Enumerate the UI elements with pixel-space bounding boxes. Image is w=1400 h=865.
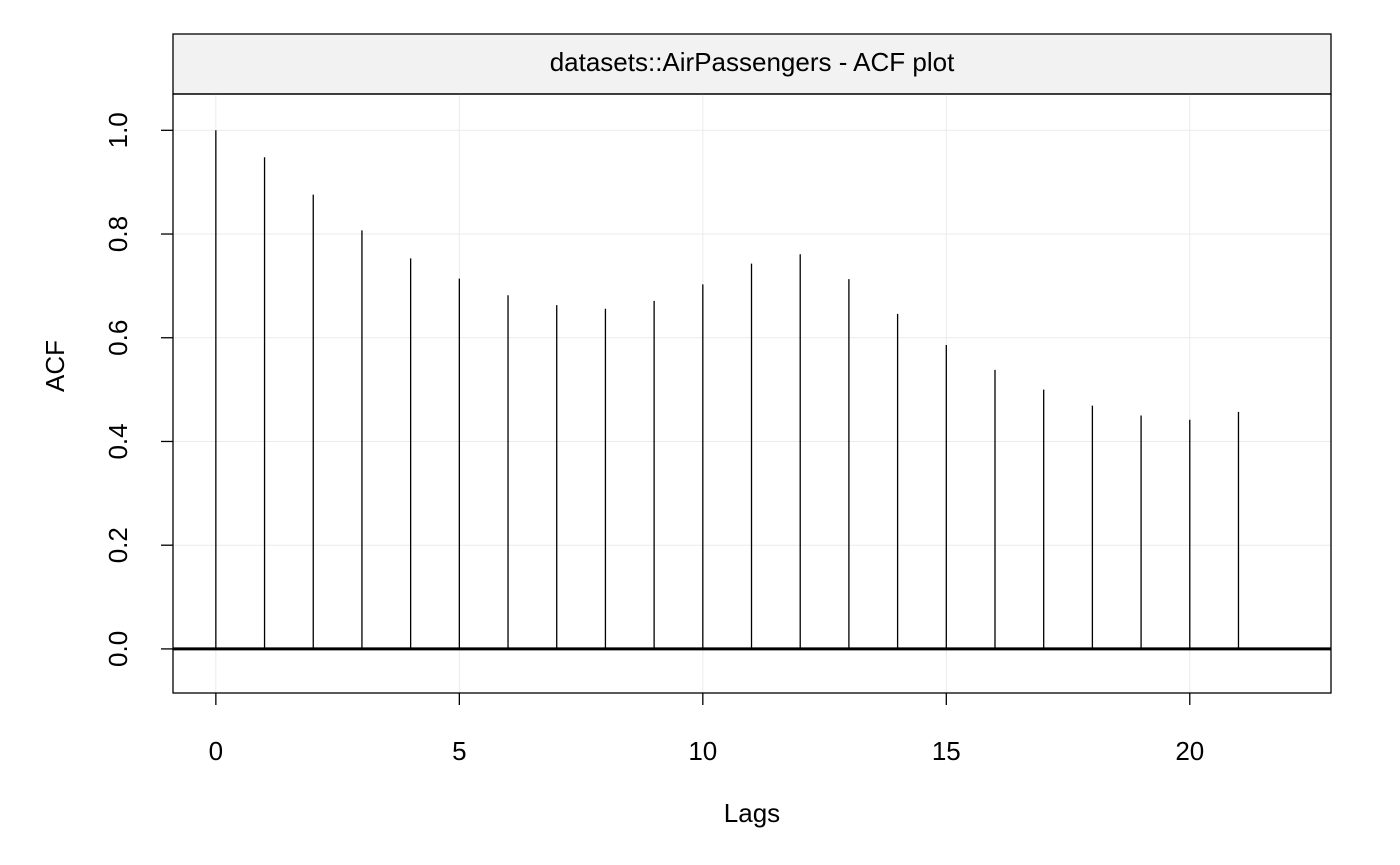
x-tick-label: 20: [1175, 736, 1204, 766]
chart-title: datasets::AirPassengers - ACF plot: [550, 47, 955, 77]
y-axis-label: ACF: [40, 340, 70, 392]
y-tick-label: 0.4: [103, 423, 133, 459]
x-axis: 0 5 10 15 20: [209, 693, 1204, 766]
y-tick-label: 0.6: [103, 320, 133, 356]
x-tick-label: 15: [932, 736, 961, 766]
title-strip: [172, 33, 1332, 95]
x-tick-label: 0: [209, 736, 223, 766]
stem-layer: [215, 130, 1240, 649]
x-axis-label: Lags: [724, 798, 780, 828]
y-axis: 0.0 0.2 0.4 0.6 0.8 1.0: [103, 112, 173, 667]
y-tick-label: 1.0: [103, 112, 133, 148]
y-tick-label: 0.8: [103, 216, 133, 252]
x-tick-label: 5: [452, 736, 466, 766]
plot-frame: [172, 93, 1332, 694]
x-tick-label: 10: [688, 736, 717, 766]
y-tick-label: 0.0: [103, 631, 133, 667]
y-tick-label: 0.2: [103, 527, 133, 563]
